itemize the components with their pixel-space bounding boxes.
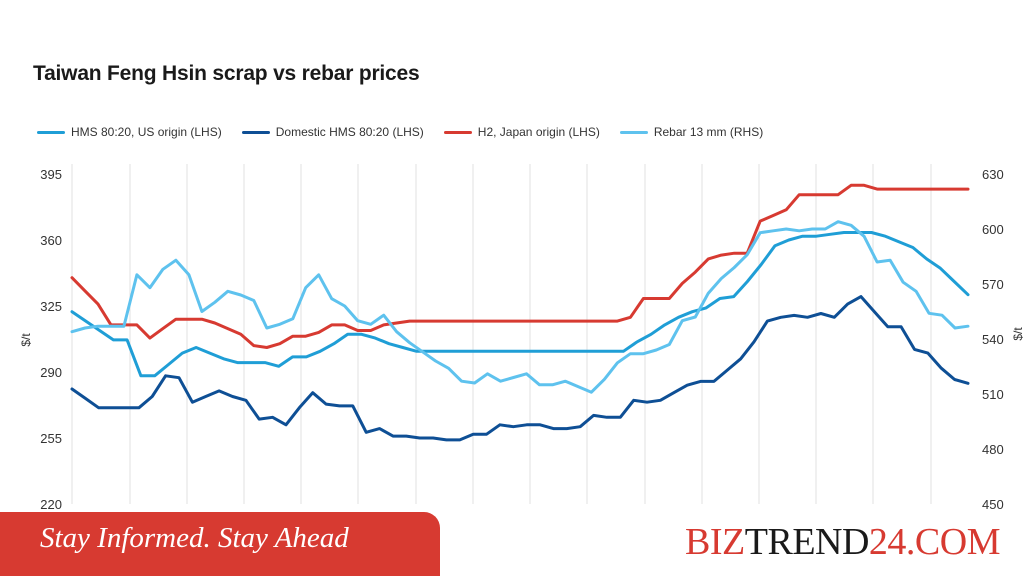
brand-part-trend: TREND xyxy=(744,521,870,563)
right-tick-label: 540 xyxy=(982,332,1004,347)
right-tick-label: 480 xyxy=(982,442,1004,457)
chart-title: Taiwan Feng Hsin scrap vs rebar prices xyxy=(33,62,420,85)
footer-banner: Stay Informed. Stay Ahead BIZTREND24.COM xyxy=(0,512,1024,576)
brand-part-biz: BIZ xyxy=(685,521,745,563)
legend-label: Rebar 13 mm (RHS) xyxy=(653,125,764,139)
left-tick-label: 255 xyxy=(40,431,62,446)
legend-label: HMS 80:20, US origin (LHS) xyxy=(71,125,222,139)
right-tick-label: 570 xyxy=(982,277,1004,292)
legend-item: Rebar 13 mm (RHS) xyxy=(619,125,764,139)
left-axis-ticks: 395 360 325 290 255 220 xyxy=(40,167,62,512)
left-tick-label: 290 xyxy=(40,365,62,380)
legend-swatch xyxy=(241,130,270,134)
right-tick-label: 600 xyxy=(982,222,1004,237)
legend-item: Domestic HMS 80:20 (LHS) xyxy=(241,125,424,139)
legend: HMS 80:20, US origin (LHS) Domestic HMS 8… xyxy=(37,124,783,140)
brand-logo[interactable]: BIZTREND24.COM xyxy=(685,520,1000,564)
legend-swatch xyxy=(37,130,65,134)
left-tick-label: 325 xyxy=(40,299,62,314)
left-tick-label: 220 xyxy=(40,497,62,512)
grid-lines xyxy=(71,164,932,504)
right-axis-label: $/t xyxy=(1011,327,1024,341)
series-lines xyxy=(70,183,970,442)
legend-swatch xyxy=(443,130,472,134)
right-tick-label: 450 xyxy=(982,497,1004,512)
legend-swatch xyxy=(619,130,648,134)
legend-label: Domestic HMS 80:20 (LHS) xyxy=(275,125,424,139)
legend-label: H2, Japan origin (LHS) xyxy=(477,125,600,139)
tagline-box: Stay Informed. Stay Ahead xyxy=(0,512,440,576)
left-tick-label: 360 xyxy=(40,233,62,248)
series-line-3 xyxy=(70,183,970,349)
tagline: Stay Informed. Stay Ahead xyxy=(40,522,349,554)
series-line-2 xyxy=(70,295,970,442)
left-axis-label: $/t xyxy=(19,333,33,347)
right-tick-label: 510 xyxy=(982,387,1004,402)
right-axis-ticks: 630 600 570 540 510 480 450 xyxy=(982,167,1004,512)
plot-area: 395 360 325 290 255 220 630 600 570 540 510 480 450… xyxy=(19,164,1024,512)
brand-part-24: 24.COM xyxy=(868,521,1001,563)
series-line-4 xyxy=(70,220,970,394)
series-line-1 xyxy=(70,231,970,378)
legend-item: HMS 80:20, US origin (LHS) xyxy=(37,125,222,139)
right-tick-label: 630 xyxy=(982,167,1004,182)
left-tick-label: 395 xyxy=(40,167,62,182)
legend-item: H2, Japan origin (LHS) xyxy=(443,125,600,139)
